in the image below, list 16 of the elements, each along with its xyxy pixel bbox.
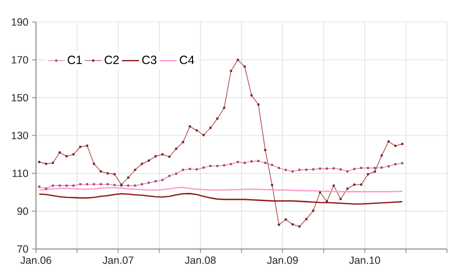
y-tick-label: 70 [17,245,28,253]
y-tick-label: 150 [12,94,28,102]
x-tick-label: Jan.08 [184,256,216,264]
x-tick-label: Jan.07 [102,256,134,264]
x-tick-label: Jan.10 [349,256,380,264]
y-tick-label: 110 [12,170,28,178]
y-tick-label: 130 [12,132,28,140]
y-tick-label: 190 [12,18,28,26]
y-tick-label: 170 [12,56,28,64]
legend-label: C4 [180,56,194,64]
x-tick-label: Jan.06 [20,256,52,264]
legend-label: C3 [142,56,156,64]
legend-label: C1 [68,56,82,64]
y-tick-label: 90 [17,207,28,215]
x-tick-label: Jan.09 [267,256,298,264]
legend-label: C2 [104,56,119,64]
